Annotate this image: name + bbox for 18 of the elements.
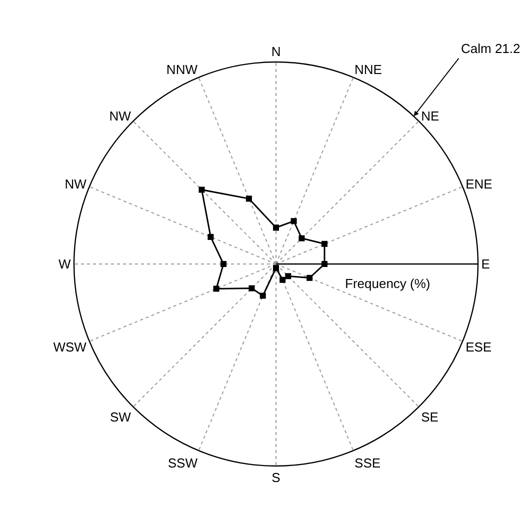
spoke-label: N — [271, 44, 281, 60]
spoke-label: SSW — [168, 455, 198, 470]
spoke-label: W — [58, 256, 72, 272]
text: Calm 21.2 — [461, 41, 520, 56]
spoke-label: SSE — [354, 455, 381, 470]
spoke-label: NW — [109, 108, 132, 124]
spoke-label: SE — [421, 410, 439, 425]
spoke-label: ENE — [466, 176, 493, 192]
spoke-label: NNW — [166, 62, 198, 77]
spoke-label: ESE — [466, 340, 492, 355]
spoke-label: NW — [64, 176, 88, 192]
spoke-label: NNE — [354, 62, 382, 77]
text: Frequency (%) — [345, 276, 430, 291]
spoke-label: S — [272, 470, 281, 486]
spoke-label: NE — [421, 108, 440, 124]
spoke-label: SW — [110, 410, 132, 425]
spoke-label: E — [481, 256, 490, 272]
spoke-label: WSW — [53, 340, 88, 355]
